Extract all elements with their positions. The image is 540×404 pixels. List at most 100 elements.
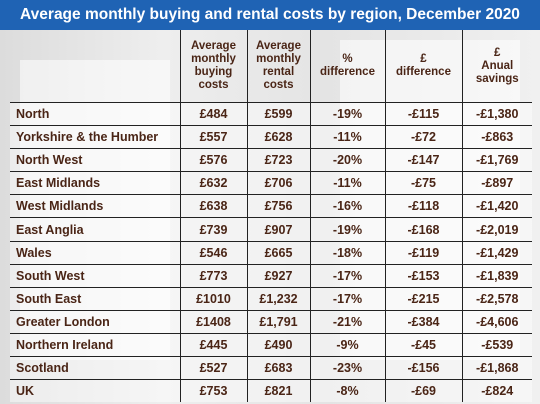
- data-table: Average monthly buying costs Average mont…: [10, 30, 532, 403]
- value-cell: £723: [246, 148, 310, 172]
- value-cell: £927: [246, 263, 310, 288]
- value-cell: -23%: [309, 356, 385, 380]
- value-cell: -11%: [309, 125, 385, 149]
- value-cell: £739: [179, 217, 247, 242]
- table-row: Northern Ireland £445 £490 -9% -£45 -£539: [10, 332, 532, 357]
- value-cell: -£75: [384, 171, 462, 195]
- value-cell: -£72: [384, 125, 462, 149]
- value-cell: £756: [246, 194, 310, 218]
- value-cell: £683: [246, 356, 310, 380]
- value-cell: -£384: [384, 309, 462, 334]
- value-cell: £1,791: [246, 309, 310, 334]
- value-cell: -19%: [309, 217, 385, 242]
- value-cell: £907: [246, 217, 310, 242]
- value-cell: £706: [246, 171, 310, 195]
- value-cell: -11%: [309, 171, 385, 195]
- value-cell: £638: [179, 194, 247, 218]
- region-cell: Scotland: [10, 356, 180, 380]
- column-header: Average monthly rental costs: [246, 30, 310, 103]
- value-cell: -£119: [384, 240, 462, 265]
- value-cell: -£1,380: [461, 101, 532, 126]
- table-row: Scotland £527 £683 -23% -£156 -£1,868: [10, 356, 532, 380]
- region-cell: Greater London: [10, 309, 180, 334]
- value-cell: -£539: [461, 332, 532, 357]
- header-row: Average monthly buying costs Average mont…: [10, 30, 532, 103]
- value-cell: £557: [179, 125, 247, 149]
- region-cell: North West: [10, 148, 180, 172]
- value-cell: £773: [179, 263, 247, 288]
- value-cell: -£215: [384, 286, 462, 311]
- table-row: Wales £546 £665 -18% -£119 -£1,429: [10, 240, 532, 265]
- table-row: West Midlands £638 £756 -16% -£118 -£1,420: [10, 194, 532, 218]
- value-cell: -£115: [384, 101, 462, 126]
- value-cell: -£2,578: [461, 286, 532, 311]
- table-row: North £484 £599 -19% -£115 -£1,380: [10, 101, 532, 126]
- value-cell: -£1,429: [461, 240, 532, 265]
- value-cell: -17%: [309, 286, 385, 311]
- table-row: Yorkshire & the Humber £557 £628 -11% -£72 -£…: [10, 125, 532, 149]
- value-cell: -19%: [309, 101, 385, 126]
- value-cell: -£897: [461, 171, 532, 195]
- value-cell: -9%: [309, 332, 385, 357]
- value-cell: -£153: [384, 263, 462, 288]
- value-cell: -17%: [309, 263, 385, 288]
- value-cell: £546: [179, 240, 247, 265]
- value-cell: £445: [179, 332, 247, 357]
- region-cell: South West: [10, 263, 180, 288]
- value-cell: -£69: [384, 379, 462, 403]
- table-row: Greater London £1408 £1,791 -21% -£384 -£4,60…: [10, 309, 532, 334]
- column-header: Average monthly buying costs: [179, 30, 247, 103]
- region-cell: North: [10, 101, 180, 126]
- value-cell: £628: [246, 125, 310, 149]
- value-cell: -£147: [384, 148, 462, 172]
- value-cell: £484: [179, 101, 247, 126]
- value-cell: -16%: [309, 194, 385, 218]
- region-cell: West Midlands: [10, 194, 180, 218]
- table-row: East Anglia £739 £907 -19% -£168 -£2,019: [10, 217, 532, 242]
- value-cell: £821: [246, 379, 310, 403]
- region-cell: UK: [10, 379, 180, 403]
- value-cell: -£45: [384, 332, 462, 357]
- value-cell: -£2,019: [461, 217, 532, 242]
- value-cell: -£4,606: [461, 309, 532, 334]
- value-cell: £576: [179, 148, 247, 172]
- value-cell: -18%: [309, 240, 385, 265]
- value-cell: £1,232: [246, 286, 310, 311]
- value-cell: £665: [246, 240, 310, 265]
- column-header: % difference: [309, 30, 385, 103]
- value-cell: -£1,420: [461, 194, 532, 218]
- title: Average monthly buying and rental costs …: [0, 0, 540, 30]
- value-cell: -£156: [384, 356, 462, 380]
- value-cell: £490: [246, 332, 310, 357]
- value-cell: -20%: [309, 148, 385, 172]
- value-cell: £599: [246, 101, 310, 126]
- value-cell: £1408: [179, 309, 247, 334]
- table-row: North West £576 £723 -20% -£147 -£1,769: [10, 148, 532, 172]
- value-cell: £753: [179, 379, 247, 403]
- table-row: UK £753 £821 -8% -£69 -£824: [10, 379, 532, 403]
- region-cell: South East: [10, 286, 180, 311]
- region-cell: East Midlands: [10, 171, 180, 195]
- column-header: £ difference: [384, 30, 462, 103]
- value-cell: -8%: [309, 379, 385, 403]
- table-row: East Midlands £632 £706 -11% -£75 -£897: [10, 171, 532, 195]
- value-cell: -£824: [461, 379, 532, 403]
- value-cell: -£168: [384, 217, 462, 242]
- value-cell: -£118: [384, 194, 462, 218]
- corner-cell: [10, 30, 180, 103]
- region-cell: Northern Ireland: [10, 332, 180, 357]
- value-cell: -£1,769: [461, 148, 532, 172]
- value-cell: £527: [179, 356, 247, 380]
- value-cell: £1010: [179, 286, 247, 311]
- column-header: £ Anual savings: [461, 30, 532, 103]
- region-cell: Wales: [10, 240, 180, 265]
- table-row: South East £1010 £1,232 -17% -£215 -£2,578: [10, 286, 532, 311]
- region-cell: Yorkshire & the Humber: [10, 125, 180, 149]
- value-cell: -21%: [309, 309, 385, 334]
- value-cell: -£1,868: [461, 356, 532, 380]
- value-cell: £632: [179, 171, 247, 195]
- table-row: South West £773 £927 -17% -£153 -£1,839: [10, 263, 532, 288]
- value-cell: -£863: [461, 125, 532, 149]
- region-cell: East Anglia: [10, 217, 180, 242]
